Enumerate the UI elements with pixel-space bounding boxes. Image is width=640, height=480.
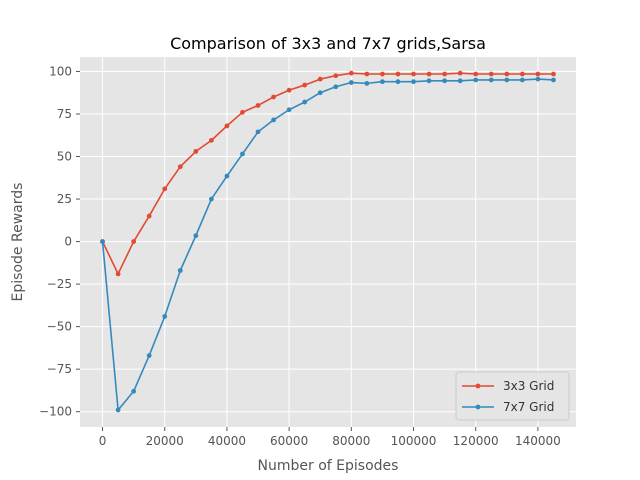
data-point [364, 80, 370, 86]
data-point [271, 117, 276, 123]
data-point [442, 78, 448, 84]
data-point [551, 77, 556, 83]
data-point [333, 84, 339, 90]
series-group [100, 70, 556, 413]
legend-label: 7x7 Grid [503, 400, 554, 414]
data-point [208, 137, 214, 143]
x-tick-label: 60000 [270, 434, 308, 448]
data-point [286, 107, 292, 113]
data-point [457, 78, 463, 84]
data-point [411, 79, 416, 85]
data-point [395, 79, 401, 85]
y-tick-label: 50 [57, 150, 72, 164]
data-point [504, 71, 510, 77]
data-point [551, 71, 556, 77]
data-point [535, 76, 541, 82]
x-axis-label: Number of Episodes [258, 458, 399, 474]
data-point [271, 94, 276, 100]
data-point [240, 151, 245, 157]
legend-label: 3x3 Grid [503, 379, 554, 393]
data-point [442, 71, 448, 77]
data-point [240, 109, 245, 115]
data-point [162, 314, 168, 319]
data-point [535, 71, 541, 77]
y-tick-label: −50 [47, 320, 72, 334]
data-point [457, 70, 463, 76]
legend-box [455, 371, 570, 421]
data-point [255, 129, 261, 135]
data-point [224, 173, 230, 179]
series-line [101, 72, 554, 275]
data-point [115, 407, 121, 413]
data-point [162, 186, 168, 192]
data-point [193, 149, 199, 154]
grid-lines [80, 57, 576, 427]
data-point [208, 196, 214, 202]
y-tick-label: −75 [47, 362, 72, 376]
y-axis-label: Episode Rewards [10, 183, 26, 302]
data-point [411, 71, 416, 77]
data-point [348, 70, 354, 76]
data-point [193, 233, 199, 239]
data-point [519, 71, 525, 77]
data-point [473, 77, 479, 83]
data-point [380, 79, 385, 85]
data-point [286, 87, 292, 93]
data-point [317, 76, 323, 82]
y-tick-label: 100 [49, 64, 72, 78]
data-point [519, 77, 525, 83]
y-tick-label: −100 [39, 405, 72, 419]
data-point [224, 123, 230, 129]
data-point [380, 71, 385, 77]
data-point [317, 90, 323, 96]
series-line [101, 78, 554, 411]
data-point [131, 239, 137, 244]
x-tick-label: 0 [99, 434, 107, 448]
data-point [426, 71, 432, 77]
x-tick-label: 100000 [391, 434, 437, 448]
x-tick-label: 20000 [146, 434, 184, 448]
y-axis-ticks: −100 −75 −50 −25 0 25 50 75 100 [39, 64, 80, 419]
data-point [426, 78, 432, 84]
data-point [146, 353, 152, 358]
chart-title: Comparison of 3x3 and 7x7 grids,Sarsa [170, 34, 486, 53]
data-point [504, 77, 510, 83]
data-point [348, 80, 354, 85]
data-point [488, 77, 494, 83]
x-tick-label: 140000 [515, 434, 561, 448]
data-point [177, 268, 183, 273]
data-point [131, 388, 137, 394]
data-point [146, 213, 152, 219]
data-point [255, 103, 261, 108]
data-point [488, 71, 494, 77]
data-point [177, 164, 183, 170]
x-axis-ticks: 0 20000 40000 60000 80000 100000 120000 140000 [99, 427, 561, 448]
data-point [302, 99, 308, 105]
y-tick-label: 0 [64, 235, 72, 249]
y-tick-label: 75 [57, 107, 72, 121]
data-point [115, 271, 121, 277]
data-point [302, 82, 308, 88]
x-tick-label: 40000 [208, 434, 246, 448]
legend-marker [475, 404, 481, 410]
y-tick-label: −25 [47, 277, 72, 291]
data-point [395, 71, 401, 77]
data-point [473, 71, 479, 77]
series-2 [100, 76, 556, 413]
y-tick-label: 25 [57, 192, 72, 206]
data-point [100, 239, 105, 244]
legend: 3x3 Grid 7x7 Grid [455, 371, 570, 421]
data-point [364, 71, 370, 77]
legend-marker [475, 383, 481, 389]
x-tick-label: 80000 [332, 434, 370, 448]
data-point [333, 73, 339, 79]
x-tick-label: 120000 [453, 434, 499, 448]
